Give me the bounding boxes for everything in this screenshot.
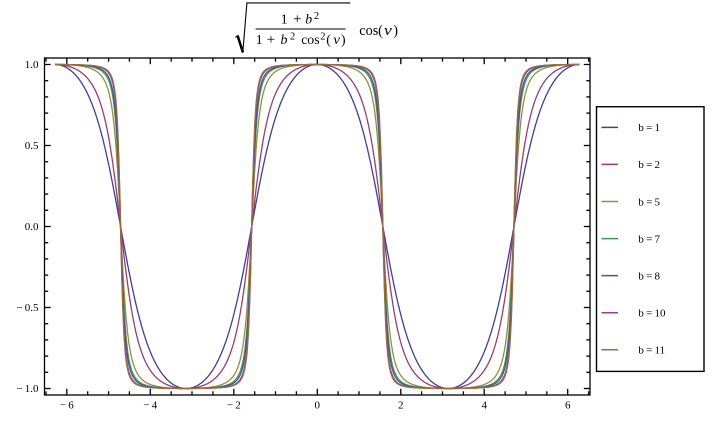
svg-text:(: ( <box>326 32 331 48</box>
svg-text:6: 6 <box>565 399 571 411</box>
svg-text:b = 1: b = 1 <box>638 122 660 134</box>
svg-text:b: b <box>305 12 312 27</box>
svg-text:v: v <box>384 23 393 39</box>
svg-text:cos: cos <box>301 32 319 47</box>
svg-text:b = 10: b = 10 <box>638 308 666 320</box>
svg-text:4: 4 <box>481 399 487 411</box>
svg-text:v: v <box>333 32 341 47</box>
svg-text:− 0.5: − 0.5 <box>16 302 39 314</box>
svg-text:(: ( <box>378 23 383 39</box>
svg-text:+: + <box>267 32 275 48</box>
svg-text:1: 1 <box>281 12 288 27</box>
svg-text:2: 2 <box>320 32 325 43</box>
svg-text:b = 11: b = 11 <box>638 345 665 357</box>
svg-text:− 4: − 4 <box>143 399 157 411</box>
svg-text:1: 1 <box>256 32 263 47</box>
svg-text:2: 2 <box>290 32 295 43</box>
svg-text:− 2: − 2 <box>227 399 241 411</box>
svg-text:1.0: 1.0 <box>25 59 39 71</box>
svg-text:− 1.0: − 1.0 <box>16 383 39 395</box>
svg-text:2: 2 <box>314 11 319 22</box>
svg-text:): ) <box>341 32 346 48</box>
svg-text:b = 2: b = 2 <box>638 159 660 171</box>
svg-text:b: b <box>281 32 288 47</box>
svg-text:+: + <box>293 12 301 28</box>
svg-text:cos: cos <box>359 23 378 39</box>
svg-text:): ) <box>393 23 398 39</box>
svg-text:− 6: − 6 <box>60 399 74 411</box>
svg-text:b = 5: b = 5 <box>638 196 660 208</box>
svg-text:2: 2 <box>398 399 404 411</box>
svg-text:b = 8: b = 8 <box>638 270 660 282</box>
svg-text:0.5: 0.5 <box>25 140 39 152</box>
svg-text:0: 0 <box>315 399 321 411</box>
svg-text:0.0: 0.0 <box>25 221 39 233</box>
svg-text:b = 7: b = 7 <box>638 233 660 245</box>
